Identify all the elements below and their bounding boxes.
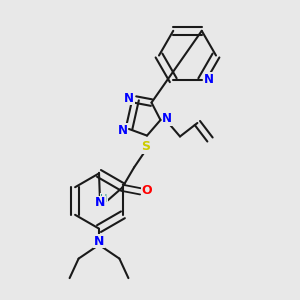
- Text: S: S: [141, 140, 150, 154]
- Text: O: O: [141, 184, 152, 197]
- Text: N: N: [124, 92, 134, 105]
- Text: N: N: [117, 124, 128, 137]
- Text: N: N: [94, 235, 104, 248]
- Text: N: N: [204, 73, 214, 86]
- Text: N: N: [95, 196, 105, 209]
- Text: N: N: [162, 112, 172, 125]
- Text: H: H: [100, 194, 108, 204]
